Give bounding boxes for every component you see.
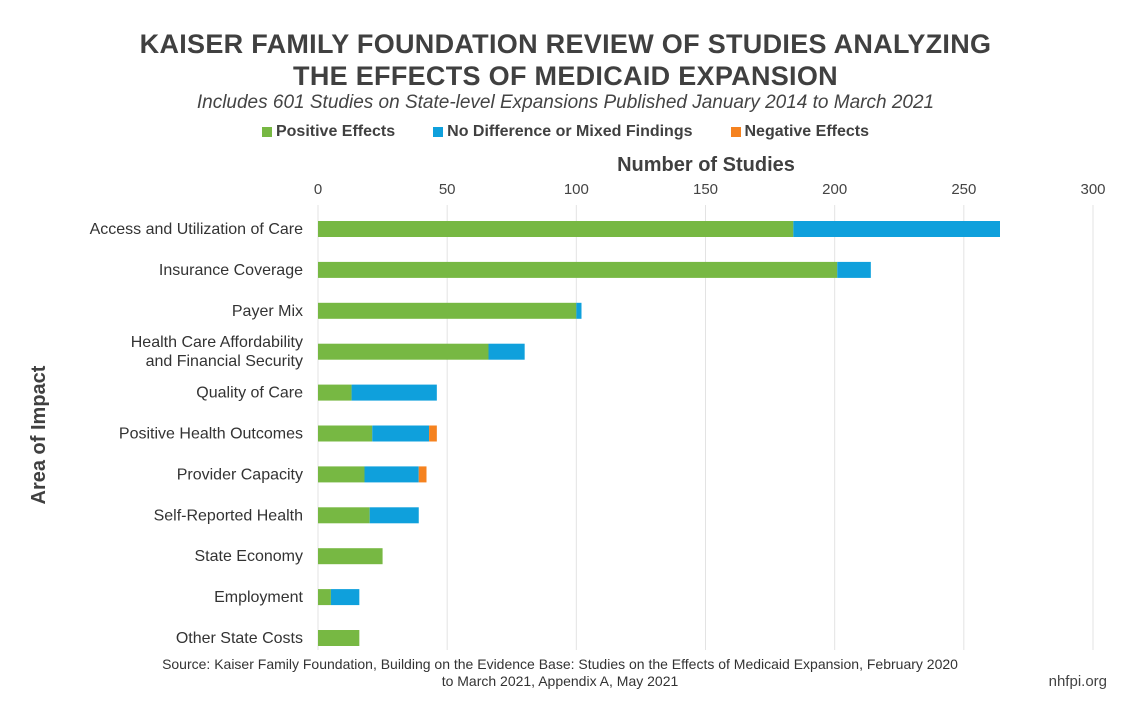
bar-segment bbox=[318, 303, 576, 319]
x-tick-label: 50 bbox=[439, 181, 456, 198]
x-tick-label: 200 bbox=[822, 181, 847, 198]
x-tick-label: 0 bbox=[314, 181, 322, 198]
bar-segment bbox=[318, 548, 383, 564]
source-note: Source: Kaiser Family Foundation, Buildi… bbox=[60, 656, 1060, 690]
bar-segment bbox=[318, 630, 359, 646]
bar-segment bbox=[429, 426, 437, 442]
bar-segment bbox=[318, 385, 352, 401]
bar-segment bbox=[370, 507, 419, 523]
category-label: Other State Costs bbox=[176, 630, 303, 647]
category-label: Access and Utilization of Care bbox=[90, 221, 304, 238]
x-axis-title: Number of Studies bbox=[617, 154, 795, 176]
bar-segment bbox=[318, 344, 489, 360]
x-tick-label: 250 bbox=[951, 181, 976, 198]
x-tick-label: 150 bbox=[693, 181, 718, 198]
category-label: Provider Capacity bbox=[177, 466, 303, 483]
y-axis-title: Area of Impact bbox=[28, 365, 50, 504]
bar-segment bbox=[793, 221, 1000, 237]
x-tick-label: 300 bbox=[1080, 181, 1105, 198]
x-tick-label: 100 bbox=[564, 181, 589, 198]
bar-segment bbox=[372, 426, 429, 442]
bar-segment bbox=[318, 507, 370, 523]
source-line-2: to March 2021, Appendix A, May 2021 bbox=[60, 673, 1060, 690]
bar-segment bbox=[318, 466, 365, 482]
bar-segment bbox=[318, 589, 331, 605]
category-label: Self-Reported Health bbox=[154, 507, 303, 524]
category-label: Positive Health Outcomes bbox=[119, 426, 303, 443]
category-label: Payer Mix bbox=[232, 303, 303, 320]
category-label: Quality of Care bbox=[196, 385, 303, 402]
bar-segment bbox=[318, 262, 837, 278]
bar-segment bbox=[489, 344, 525, 360]
category-label: Health Care Affordability and Financial S… bbox=[131, 334, 303, 370]
category-label: Employment bbox=[214, 589, 303, 606]
bar-segment bbox=[352, 385, 437, 401]
bar-segment bbox=[576, 303, 581, 319]
bar-segment bbox=[419, 466, 427, 482]
source-line-1: Source: Kaiser Family Foundation, Buildi… bbox=[60, 656, 1060, 673]
bar-segment bbox=[365, 466, 419, 482]
bar-segment bbox=[318, 221, 793, 237]
site-credit: nhfpi.org bbox=[1049, 673, 1107, 690]
bar-segment bbox=[318, 426, 372, 442]
category-label: Insurance Coverage bbox=[159, 262, 303, 279]
bar-segment bbox=[837, 262, 871, 278]
bar-segment bbox=[331, 589, 359, 605]
category-label: State Economy bbox=[195, 548, 304, 565]
